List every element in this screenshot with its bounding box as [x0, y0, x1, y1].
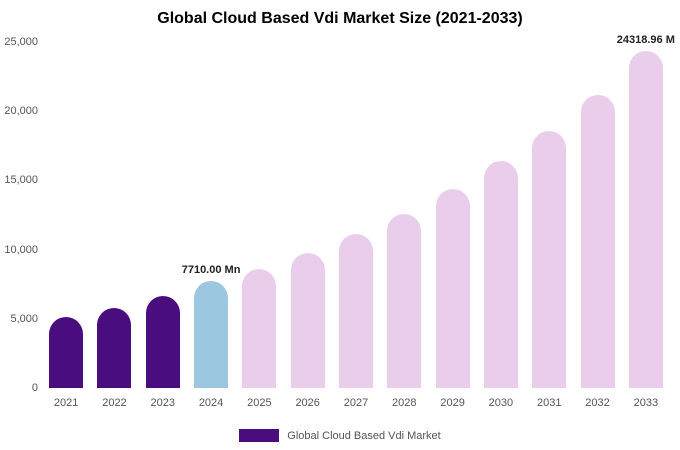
- bar-value-label: 7710.00 Mn: [181, 264, 241, 277]
- x-axis-tick-label: 2028: [392, 397, 417, 409]
- x-axis-tick-label: 2027: [343, 397, 369, 409]
- x-axis-tick-label: 2033: [633, 397, 659, 409]
- legend-label: Global Cloud Based Vdi Market: [287, 429, 441, 442]
- bar-2021: [49, 317, 84, 388]
- bar-2027: [339, 234, 373, 388]
- bar-2033: [628, 51, 663, 388]
- bar-2023: [145, 295, 180, 388]
- bar-2029: [435, 189, 470, 388]
- y-axis-tick-label: 20,000: [4, 105, 38, 118]
- x-axis-tick-label: 2030: [488, 397, 514, 409]
- x-axis-tick-label: 2029: [440, 397, 465, 409]
- x-axis-tick-label: 2021: [53, 397, 79, 409]
- x-axis-tick-label: 2026: [295, 397, 320, 409]
- bar-2026: [290, 253, 325, 388]
- y-axis-tick-label: 15,000: [4, 174, 38, 187]
- bar-2031: [532, 130, 567, 388]
- x-axis-tick-label: 2024: [198, 397, 224, 409]
- x-axis-tick-label: 2022: [102, 397, 127, 409]
- x-axis-tick-label: 2031: [536, 397, 562, 409]
- bar-2022: [97, 307, 132, 388]
- bar-2028: [387, 213, 422, 388]
- x-axis-tick-label: 2023: [150, 397, 175, 409]
- x-axis-tick-label: 2025: [247, 397, 272, 409]
- chart-title: Global Cloud Based Vdi Market Size (2021…: [157, 10, 523, 27]
- bar-2024: [194, 281, 229, 388]
- y-axis-tick-label: 10,000: [4, 243, 38, 256]
- x-axis-tick-label: 2032: [585, 397, 610, 409]
- bar-2030: [483, 161, 518, 388]
- y-axis-tick-label: 5,000: [10, 312, 38, 325]
- bar-value-label: 24318.96 M: [616, 34, 675, 47]
- legend: Global Cloud Based Vdi Market: [0, 429, 680, 442]
- y-axis-tick-label: 0: [31, 382, 38, 394]
- bar-2032: [580, 95, 615, 388]
- y-axis-tick-label: 25,000: [4, 36, 38, 48]
- bar-2025: [242, 268, 277, 388]
- legend-swatch: [239, 429, 280, 442]
